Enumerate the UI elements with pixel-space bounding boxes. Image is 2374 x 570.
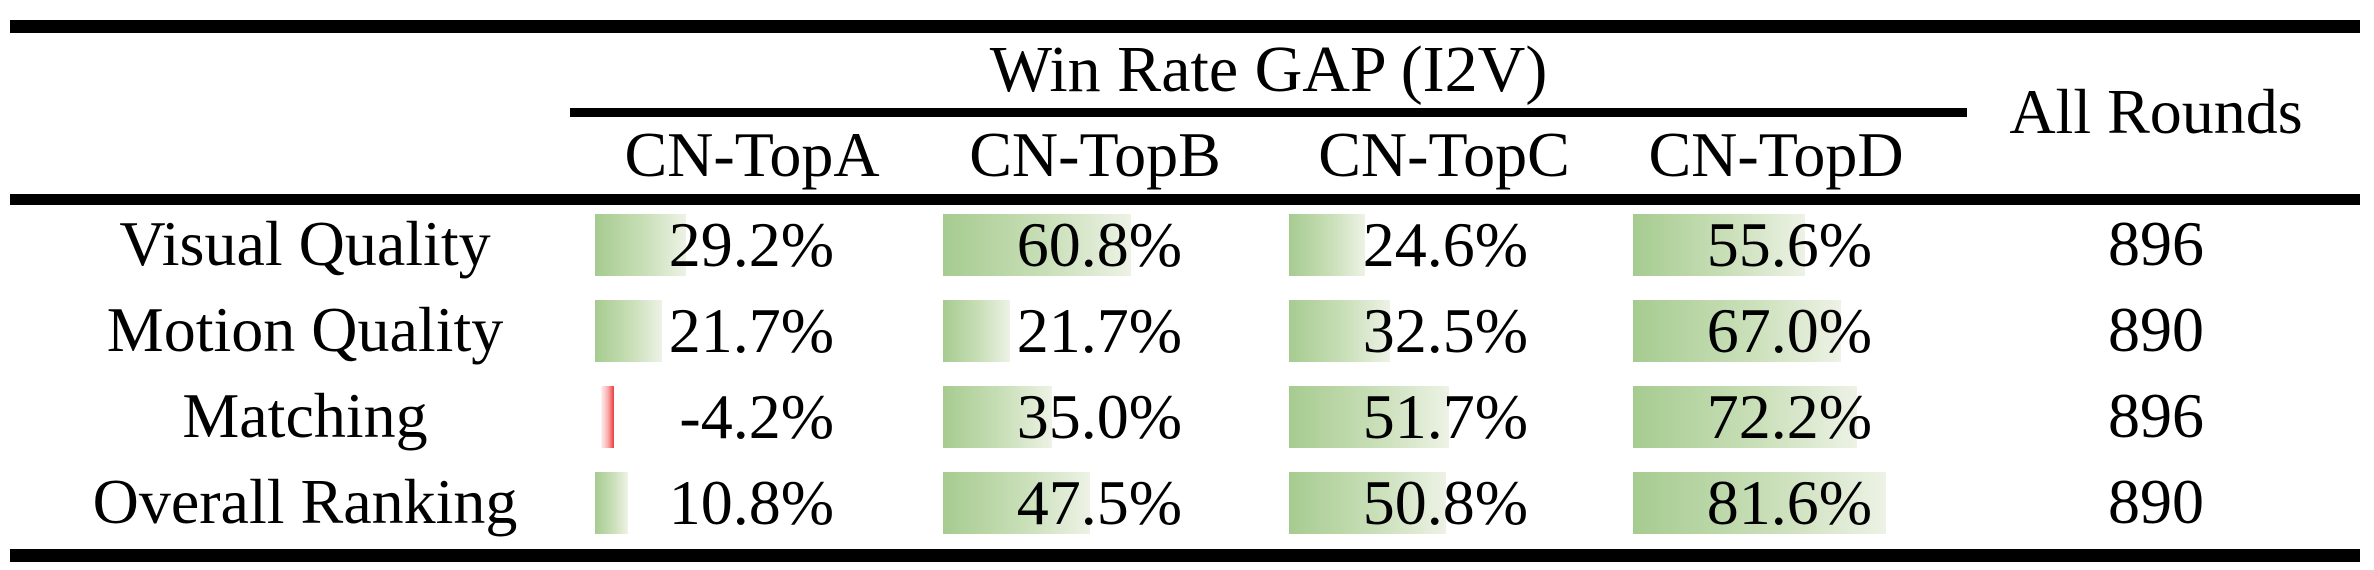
group-header-title: Win Rate GAP (I2V) (989, 33, 1548, 106)
row-label-matching: Matching (182, 380, 428, 451)
cell-value: 32.5% (1362, 295, 1528, 366)
table-cell: 50.8% (1289, 467, 1569, 538)
header-body-separator-rule (10, 194, 2360, 205)
table-cell: 55.6% (1633, 209, 1913, 280)
table-cell: 21.7% (943, 295, 1223, 366)
table-cell: 24.6% (1289, 209, 1569, 280)
data-bar (943, 472, 1090, 534)
all-rounds-value: 896 (2108, 208, 2204, 279)
cell-value: 21.7% (1016, 295, 1182, 366)
table-cell: 81.6% (1633, 467, 1913, 538)
cell-value: 35.0% (1016, 381, 1182, 452)
data-bar (1633, 472, 1886, 534)
cell-value: -4.2% (679, 381, 834, 452)
data-bar (1289, 386, 1449, 448)
data-bar (595, 300, 662, 362)
cell-value: 72.2% (1706, 381, 1872, 452)
cell-value: 51.7% (1362, 381, 1528, 452)
data-bar (1289, 300, 1390, 362)
cell-value: 47.5% (1016, 467, 1182, 538)
cell-value: 10.8% (668, 467, 834, 538)
table-cell: 60.8% (943, 209, 1223, 280)
table-cell: 51.7% (1289, 381, 1569, 452)
cell-value: 24.6% (1362, 209, 1528, 280)
data-bar (943, 214, 1131, 276)
all-rounds-value: 896 (2108, 380, 2204, 451)
table-cell: 35.0% (943, 381, 1223, 452)
table-cell: 72.2% (1633, 381, 1913, 452)
table-cell: 21.7% (595, 295, 875, 366)
cell-value: 29.2% (668, 209, 834, 280)
group-header-underline-rule (570, 108, 1967, 117)
cell-value: 21.7% (668, 295, 834, 366)
cell-value: 50.8% (1362, 467, 1528, 538)
data-bar (1633, 214, 1805, 276)
data-bar (595, 472, 628, 534)
data-bar (1289, 214, 1365, 276)
column-header-cn-topa: CN-TopA (624, 119, 880, 190)
data-bar (1289, 472, 1446, 534)
table-cell: -4.2% (595, 381, 875, 452)
data-bar (595, 214, 686, 276)
column-header-cn-topd: CN-TopD (1648, 119, 1904, 190)
table-cell: 67.0% (1633, 295, 1913, 366)
all-rounds-value: 890 (2108, 294, 2204, 365)
data-bar (1633, 300, 1841, 362)
cell-value: 81.6% (1706, 467, 1872, 538)
row-label-motion-quality: Motion Quality (106, 294, 504, 365)
data-bar (1633, 386, 1857, 448)
row-label-visual-quality: Visual Quality (119, 208, 491, 279)
column-header-cn-topc: CN-TopC (1318, 119, 1570, 190)
table-cell: 32.5% (1289, 295, 1569, 366)
table-top-rule (10, 20, 2360, 33)
table-cell: 47.5% (943, 467, 1223, 538)
cell-value: 67.0% (1706, 295, 1872, 366)
cell-value: 60.8% (1016, 209, 1182, 280)
column-header-cn-topb: CN-TopB (969, 119, 1221, 190)
table-cell: 29.2% (595, 209, 875, 280)
data-bar-negative (601, 386, 614, 448)
data-bar (943, 386, 1052, 448)
cell-value: 55.6% (1706, 209, 1872, 280)
all-rounds-value: 890 (2108, 466, 2204, 537)
data-bar (943, 300, 1010, 362)
column-header-all-rounds: All Rounds (2009, 76, 2303, 147)
table-bottom-rule (10, 549, 2360, 562)
table-cell: 10.8% (595, 467, 875, 538)
row-label-overall-ranking: Overall Ranking (92, 466, 518, 537)
